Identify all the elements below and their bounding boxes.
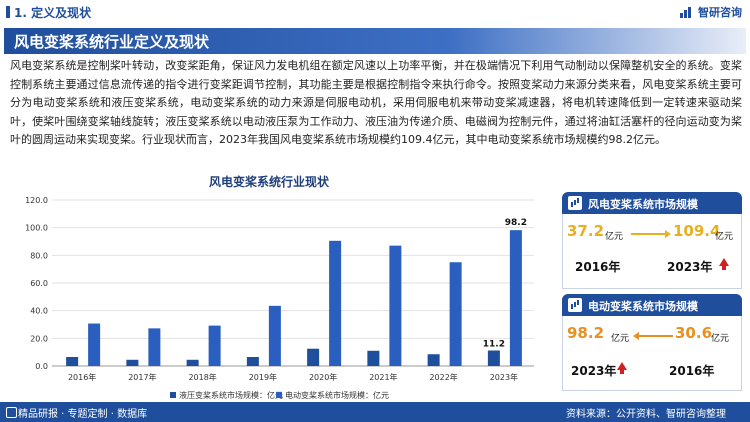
x-tick-label: 2016年 <box>68 372 96 382</box>
card2-header: 电动变桨系统市场规模 <box>562 294 742 316</box>
card1-to-value: 109.4 <box>673 222 721 240</box>
up-arrow-icon <box>617 362 627 374</box>
x-tick-label: 2019年 <box>249 372 277 382</box>
x-tick-label: 2021年 <box>369 372 397 382</box>
bar-hydraulic <box>246 357 259 366</box>
card2-from-unit: 亿元 <box>611 334 630 344</box>
card1-header: 风电变桨系统市场规模 <box>562 192 742 214</box>
y-tick-label: 120.0 <box>25 196 48 205</box>
card1-to-unit: 亿元 <box>715 232 734 242</box>
top-bar: 1. 定义及现状 智研咨询 <box>0 0 750 24</box>
bar-electric <box>329 240 342 366</box>
bar-hydraulic <box>186 359 199 366</box>
y-tick-label: 20.0 <box>30 334 48 343</box>
bar-hydraulic <box>66 357 79 366</box>
y-tick-label: 0.0 <box>35 362 48 371</box>
bar-chart: 风电变桨系统行业现状 0.0 20.0 40.0 60.0 80.0 100.0 120.0… <box>25 174 534 400</box>
bar-hydraulic <box>307 348 320 366</box>
page-title: 风电变桨系统行业定义及现状 <box>14 33 210 51</box>
bar-hydraulic <box>126 359 139 366</box>
y-tick-label: 100.0 <box>25 224 48 233</box>
card2-to-value: 30.6 <box>675 324 713 342</box>
card1-from-unit: 亿元 <box>605 232 624 242</box>
bar-hydraulic <box>427 354 440 366</box>
card1-from-value: 37.2 <box>567 222 605 240</box>
footer-tagline: 精品研报 · 专题定制 · 数据库 <box>18 409 148 420</box>
up-arrow-icon <box>719 258 729 270</box>
bar-electric <box>449 262 462 366</box>
legend-label: 电动变桨系统市场规模：亿元 <box>285 390 389 400</box>
chart-title: 风电变桨系统行业现状 <box>209 174 330 189</box>
bar-electric <box>148 328 161 366</box>
bar-electric <box>389 245 402 366</box>
card1-title: 风电变桨系统市场规模 <box>588 198 698 211</box>
card2-to-unit: 亿元 <box>711 334 730 344</box>
data-label-electric: 98.2 <box>505 218 527 228</box>
x-tick-label: 2020年 <box>309 372 337 382</box>
brand-name: 智研咨询 <box>698 6 742 19</box>
bar-hydraulic <box>487 350 500 366</box>
y-tick-label: 80.0 <box>30 251 48 260</box>
arrow-left-icon <box>633 332 673 340</box>
card2-title: 电动变桨系统市场规模 <box>588 300 698 313</box>
chart-icon <box>568 196 582 210</box>
legend-label: 液压变桨系统市场规模：亿元 <box>179 390 283 400</box>
card1-body: 37.2 亿元 109.4 亿元 2016年 2023年 <box>562 214 742 289</box>
arrow-right-icon <box>631 230 671 238</box>
card1-from-year: 2016年 <box>575 260 621 274</box>
data-label-hydraulic: 11.2 <box>483 340 505 350</box>
bar-electric <box>509 230 522 366</box>
section-label: 1. 定义及现状 <box>14 6 92 20</box>
intro-paragraph: 风电变桨系统是控制桨叶转动，改变桨距角，保证风力发电机组在额定风速以上功率平衡，… <box>10 59 742 146</box>
x-tick-label: 2017年 <box>128 372 156 382</box>
brand-logo-icon <box>680 6 694 18</box>
card2-from-year: 2023年 <box>571 364 617 378</box>
card2-from-value: 98.2 <box>567 324 605 342</box>
title-bar: 风电变桨系统行业定义及现状 <box>4 28 746 54</box>
legend-swatch <box>276 392 282 398</box>
source-note: 资料来源：公开资料、智研咨询整理 <box>566 409 726 420</box>
x-tick-label: 2023年 <box>490 372 518 382</box>
footer-bar: 精品研报 · 专题定制 · 数据库 <box>0 402 750 422</box>
x-tick-label: 2022年 <box>429 372 457 382</box>
brand: 智研咨询 <box>680 4 742 20</box>
y-tick-label: 40.0 <box>30 307 48 316</box>
x-tick-label: 2018年 <box>188 372 216 382</box>
card2-body: 98.2 亿元 30.6 亿元 2023年 2016年 <box>562 316 742 391</box>
section-accent <box>6 6 10 18</box>
chart-container: 风电变桨系统行业现状 0.0 20.0 40.0 60.0 80.0 100.0 120.0… <box>4 170 544 402</box>
card2-to-year: 2016年 <box>669 364 715 378</box>
chart-icon <box>568 298 582 312</box>
bar-electric <box>268 305 281 366</box>
bar-electric <box>208 325 221 366</box>
bar-hydraulic <box>367 350 380 366</box>
legend-swatch <box>170 392 176 398</box>
book-icon <box>6 407 17 418</box>
y-tick-label: 60.0 <box>30 279 48 288</box>
card1-to-year: 2023年 <box>667 260 713 274</box>
bar-electric <box>88 323 101 366</box>
